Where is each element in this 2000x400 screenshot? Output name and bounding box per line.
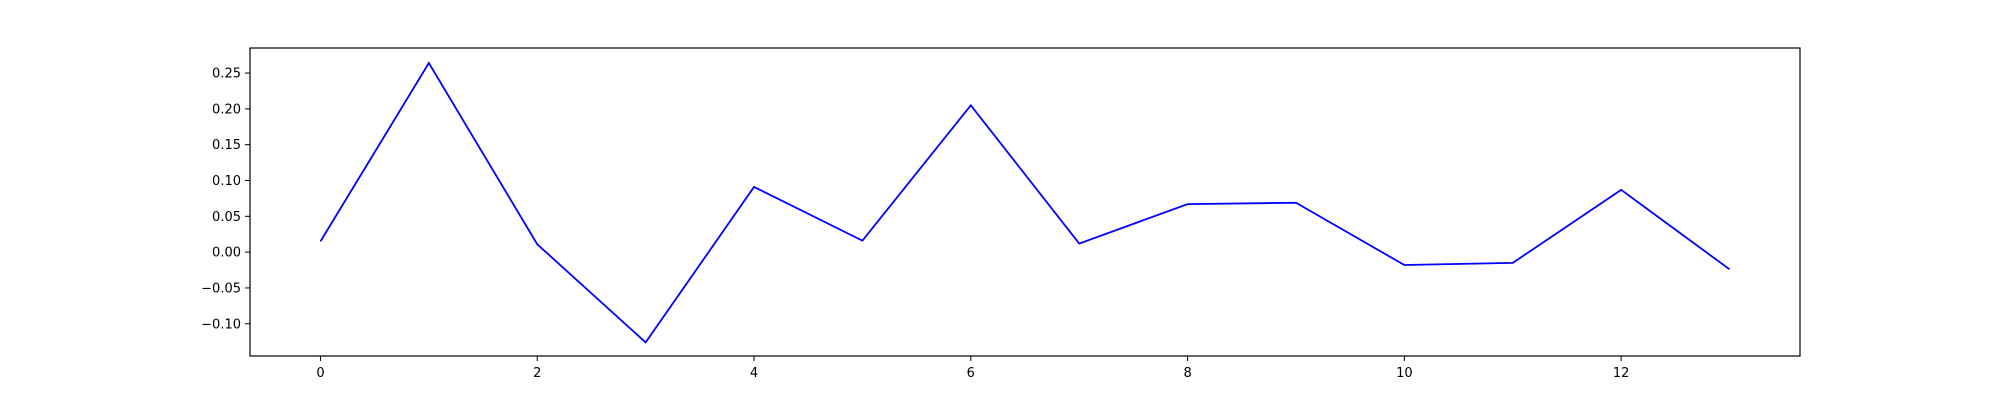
- plot-layer: [319, 61, 1731, 344]
- y-tick-label: −0.05: [201, 281, 241, 296]
- plot-frame: [249, 47, 1801, 357]
- x-tick-label: 0: [316, 366, 324, 381]
- y-tick-label: 0.20: [212, 102, 241, 117]
- x-axis: 0 2 4 6 8 10 12: [316, 356, 1629, 381]
- y-axis: −0.10 −0.05 0.00 0.05 0.10 0.15 0.20 0.25: [201, 67, 250, 332]
- y-tick-label: −0.10: [201, 317, 241, 332]
- x-tick-label: 10: [1396, 366, 1413, 381]
- x-tick-label: 6: [967, 366, 975, 381]
- series-line-0: [319, 61, 1731, 344]
- y-tick-label: 0.10: [212, 174, 241, 189]
- x-tick-label: 2: [533, 366, 541, 381]
- y-tick-label: 0.05: [212, 210, 241, 225]
- x-tick-label: 12: [1613, 366, 1630, 381]
- y-tick-label: 0.15: [212, 138, 241, 153]
- x-tick-label: 4: [750, 366, 758, 381]
- y-tick-label: 0.25: [212, 67, 241, 82]
- y-tick-label: 0.00: [212, 246, 241, 261]
- x-tick-label: 8: [1183, 366, 1191, 381]
